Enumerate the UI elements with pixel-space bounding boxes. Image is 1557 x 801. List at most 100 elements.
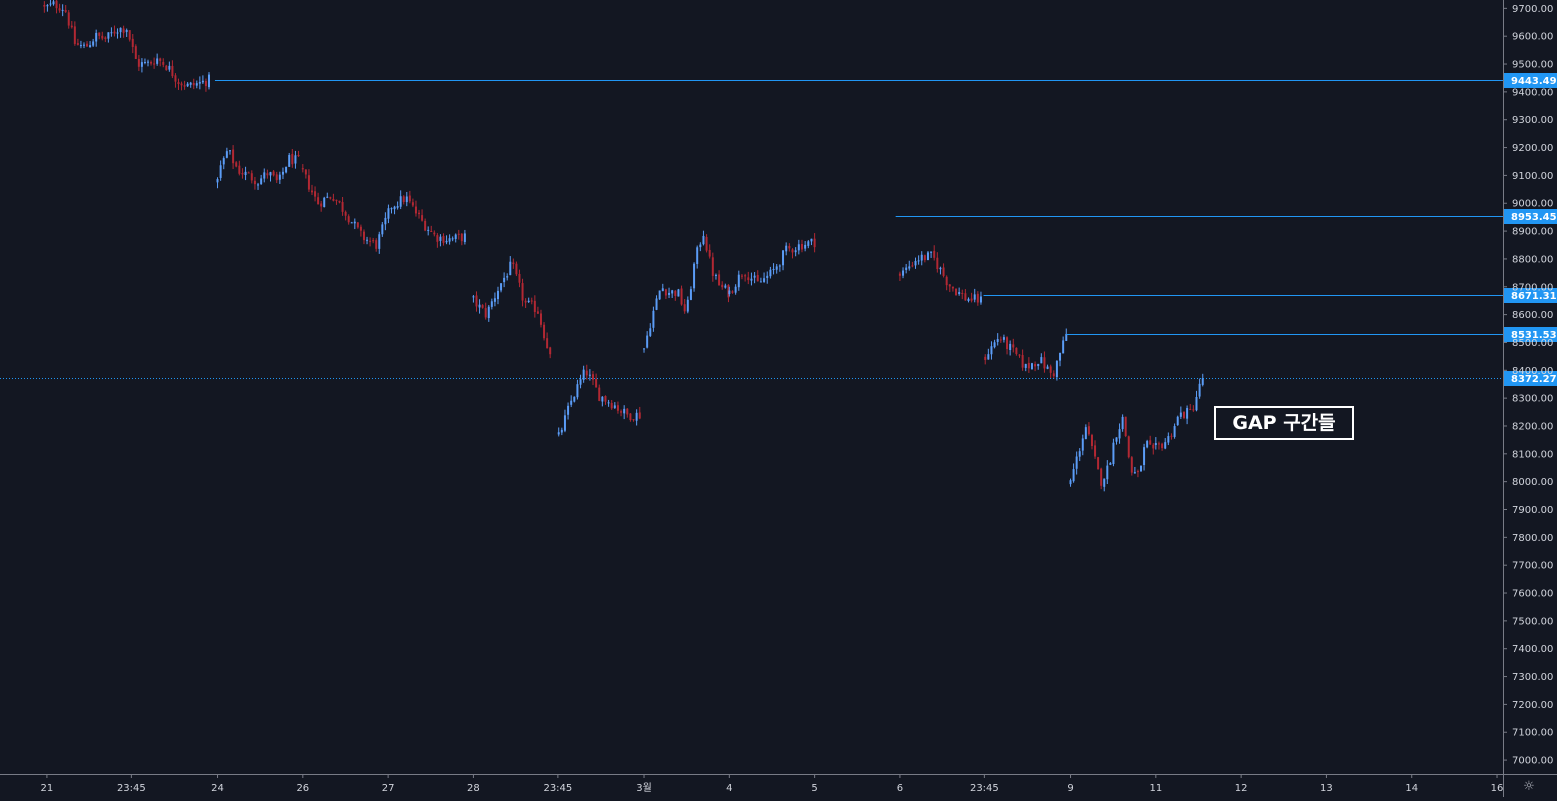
candle-body — [250, 173, 253, 181]
time-tick-label: 3월 — [636, 782, 652, 794]
candle-body — [1182, 411, 1185, 418]
candle-body — [353, 221, 356, 224]
candle-body — [999, 339, 1002, 341]
candle-body — [113, 31, 116, 34]
candle-body — [797, 244, 800, 251]
candle-body — [344, 211, 347, 216]
candle-body — [67, 12, 70, 26]
candle-body — [1201, 378, 1204, 385]
candle-body — [595, 379, 598, 388]
candle-body — [1024, 363, 1027, 368]
candle-body — [1198, 383, 1201, 397]
candle-body — [813, 238, 816, 248]
candle-body — [1154, 443, 1157, 446]
candle-body — [493, 298, 496, 302]
candle-body — [165, 65, 168, 71]
candle-body — [1075, 456, 1078, 469]
candle-body — [990, 346, 993, 355]
candle-body — [987, 354, 990, 360]
candle-body — [98, 32, 101, 36]
candle-body — [107, 32, 110, 39]
candle-body — [747, 277, 750, 281]
candle-body — [1030, 363, 1033, 370]
candle-body — [131, 38, 134, 47]
candle-body — [1130, 457, 1133, 473]
candle-body — [664, 289, 667, 296]
candle-body — [263, 172, 266, 179]
candle-body — [1103, 478, 1106, 487]
gap-annotation[interactable]: GAP 구간들 — [1214, 406, 1354, 440]
candle-body — [1065, 333, 1068, 341]
candle-body — [266, 173, 269, 176]
time-tick-label: 26 — [296, 783, 309, 794]
time-tick-label: 5 — [811, 783, 817, 794]
gear-icon[interactable]: ☼ — [1523, 779, 1535, 794]
level-price-badge — [1504, 288, 1557, 303]
candle-body — [201, 80, 204, 83]
candle-body — [408, 195, 411, 202]
candle-body — [1192, 409, 1195, 411]
candle-body — [257, 184, 260, 186]
candle-body — [696, 247, 699, 264]
candle-body — [785, 245, 788, 252]
candle-body — [291, 153, 294, 165]
candle-body — [604, 395, 607, 402]
candle-body — [125, 29, 128, 33]
candle-body — [49, 3, 52, 5]
candle-body — [244, 171, 247, 176]
candle-body — [567, 405, 570, 415]
candle-body — [1124, 416, 1127, 437]
candle-body — [1173, 426, 1176, 437]
candle-body — [979, 296, 982, 303]
candle-body — [326, 196, 329, 198]
candle-body — [766, 275, 769, 278]
candle-body — [1164, 442, 1167, 449]
candle-body — [620, 411, 623, 413]
candle-body — [1161, 443, 1164, 449]
candle-body — [500, 283, 503, 291]
candle-body — [192, 82, 195, 86]
candle-body — [680, 288, 683, 305]
candle-body — [372, 240, 375, 242]
candle-body — [920, 254, 923, 261]
candle-body — [119, 27, 122, 33]
candle-body — [984, 356, 987, 360]
price-tick-label: 9500.00 — [1512, 60, 1553, 71]
candle-body — [421, 215, 424, 221]
time-tick-label: 11 — [1149, 783, 1162, 794]
candle-body — [724, 285, 727, 288]
candle-body — [791, 249, 794, 253]
candle-body — [317, 197, 320, 205]
candle-body — [399, 196, 402, 207]
time-tick-label: 13 — [1320, 783, 1333, 794]
candle-body — [484, 308, 487, 318]
price-tick-label: 7400.00 — [1512, 644, 1553, 655]
candle-body — [1084, 427, 1087, 440]
candle-body — [996, 339, 999, 342]
candle-body — [101, 35, 104, 39]
candle-body — [964, 293, 967, 301]
candle-body — [626, 408, 629, 415]
candle-body — [714, 274, 717, 276]
candle-body — [310, 190, 313, 193]
candle-body — [1006, 337, 1009, 350]
candle-body — [778, 265, 781, 267]
candle-body — [689, 289, 692, 300]
candle-body — [1015, 347, 1018, 354]
candle-body — [1043, 357, 1046, 369]
candle-body — [1087, 426, 1090, 435]
candle-body — [387, 208, 390, 219]
candle-body — [247, 172, 250, 174]
candle-body — [162, 61, 165, 65]
candle-body — [693, 263, 696, 289]
candle-body — [174, 75, 177, 82]
price-tick-label: 9300.00 — [1512, 115, 1553, 126]
horizontal-levels-layer[interactable]: 9443.49 8953.45 8671.31 8531.53 8372.27 — [0, 73, 1557, 386]
candle-body — [1052, 373, 1055, 377]
level-price-label: 8953.45 — [1511, 212, 1557, 223]
candle-body — [930, 251, 933, 253]
candle-body — [1157, 443, 1160, 445]
candle-body — [658, 290, 661, 300]
